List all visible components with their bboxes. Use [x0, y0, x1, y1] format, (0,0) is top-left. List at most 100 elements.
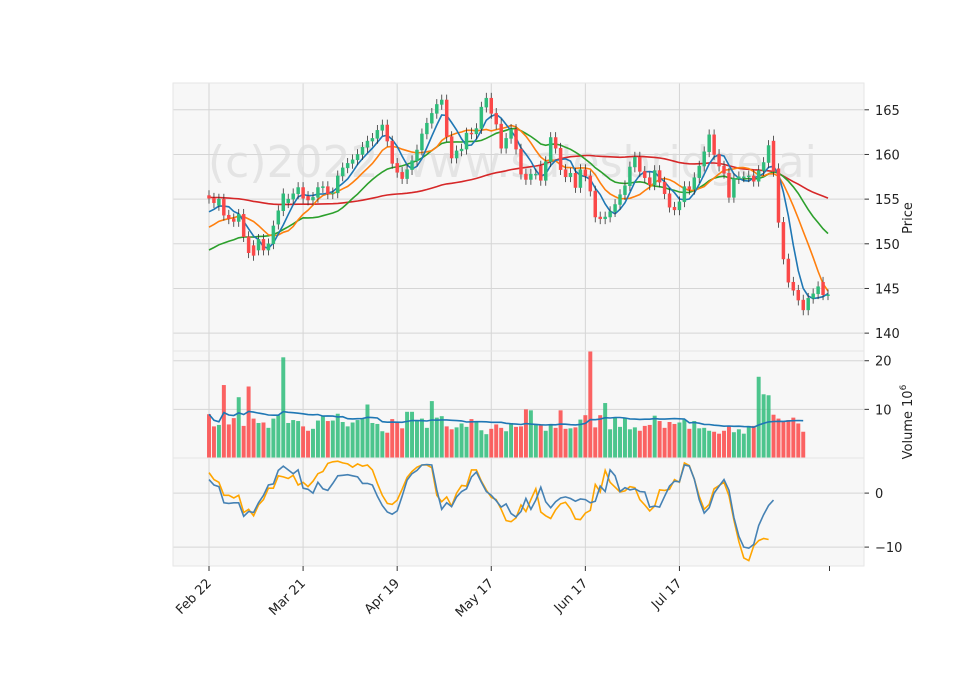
volume-bar — [652, 415, 657, 458]
volume-bar — [518, 426, 523, 458]
candle-body — [380, 124, 385, 131]
volume-bar — [578, 419, 583, 458]
candle-body — [321, 186, 325, 188]
candle-body — [717, 154, 721, 167]
volume-bar — [791, 417, 796, 458]
volume-bar — [543, 430, 548, 458]
candle-body — [786, 258, 791, 283]
volume-bar — [261, 422, 266, 458]
volume-bar — [415, 421, 419, 458]
candle-body — [469, 132, 474, 135]
candle-body — [811, 293, 815, 299]
volume-bar — [563, 428, 568, 458]
candle-body — [771, 140, 776, 172]
volume-bar — [538, 424, 543, 458]
candle-body — [682, 186, 687, 203]
candle-body — [355, 154, 360, 161]
volume-bar — [613, 417, 618, 458]
volume-bar — [593, 427, 598, 458]
volume-bar — [731, 432, 736, 458]
volume-bar — [608, 429, 613, 458]
candle-body — [301, 187, 305, 199]
volume-bar — [395, 422, 400, 458]
volume-bar — [514, 426, 519, 458]
candle-body — [548, 137, 553, 162]
candle-body — [420, 133, 424, 151]
volume-bar — [667, 422, 672, 458]
volume-bar — [687, 428, 692, 458]
y-tick-label: 0 — [875, 487, 883, 502]
volume-bar — [588, 351, 593, 458]
volume-bar — [474, 422, 479, 458]
candle-body — [702, 151, 706, 167]
volume-bar — [568, 428, 573, 458]
oscillator-line-1 — [208, 463, 775, 550]
volume-bar — [469, 419, 474, 458]
candle-body — [241, 214, 246, 237]
candle-body — [425, 122, 429, 135]
candle-body — [316, 187, 320, 198]
x-tick-label: Jun 17 — [551, 576, 591, 616]
y-tick-label: −10 — [875, 541, 902, 556]
candle-body — [722, 165, 726, 174]
candle-body — [499, 123, 503, 149]
candle-body — [236, 214, 241, 222]
candle-body — [454, 150, 459, 159]
volume-bar — [627, 429, 632, 458]
volume-bar — [622, 418, 627, 458]
candle-body — [603, 216, 607, 220]
candle-body — [340, 167, 345, 177]
volume-axis-exponent-base: 10 — [901, 390, 916, 407]
volume-bar — [296, 421, 301, 458]
y-tick-label: 155 — [875, 193, 900, 208]
candle-body — [588, 175, 593, 192]
candle-body — [801, 299, 805, 311]
x-axis: Feb 22 Mar 21 Apr 19 May 17 Jun 17 Jul 17 — [173, 566, 830, 620]
volume-bar — [266, 427, 271, 458]
candle-body — [212, 197, 216, 203]
volume-bar — [256, 422, 261, 458]
candle-body — [375, 130, 380, 139]
volume-bar — [548, 423, 553, 458]
price-panel: 140 145 150 155 160 165 (c)2022 www.salesbridg… — [172, 82, 900, 352]
volume-bar — [479, 430, 484, 458]
volume-bar — [702, 427, 707, 458]
volume-bar — [722, 430, 726, 458]
candle-body — [796, 290, 801, 301]
volume-bar — [434, 417, 439, 458]
volume-bar — [459, 423, 464, 458]
volume-bar — [786, 420, 791, 458]
candle-body — [791, 281, 796, 291]
candle-body — [751, 175, 756, 182]
candle-body — [618, 194, 622, 205]
candle-body — [553, 137, 558, 149]
volume-bar — [360, 418, 365, 458]
volume-bar — [444, 426, 449, 458]
volume-bar — [355, 420, 360, 458]
volume-bar — [320, 416, 325, 458]
volume-bar — [400, 428, 405, 458]
candle-body — [306, 196, 310, 201]
volume-bar — [741, 433, 746, 458]
volume-bar — [251, 418, 256, 458]
candle-body — [524, 173, 528, 180]
volume-axis-exponent-power: 6 — [899, 384, 909, 390]
volume-bar — [335, 413, 340, 458]
y-tick-label: 160 — [875, 148, 900, 163]
candle-body — [563, 169, 568, 178]
candle-body — [544, 161, 548, 181]
volume-bar — [726, 426, 731, 458]
candle-body — [692, 177, 697, 190]
volume-bar — [429, 401, 434, 458]
price-axis-label: Price — [901, 202, 916, 234]
candle-body — [331, 192, 335, 195]
volume-bar — [410, 411, 415, 458]
candle-body — [484, 97, 489, 108]
volume-bar — [712, 431, 717, 458]
volume-bar — [221, 385, 226, 458]
y-tick-label: 10 — [875, 403, 892, 418]
candle-body — [652, 170, 657, 186]
volume-bar — [697, 428, 702, 458]
volume-bar — [509, 422, 514, 458]
volume-bar — [682, 419, 687, 458]
